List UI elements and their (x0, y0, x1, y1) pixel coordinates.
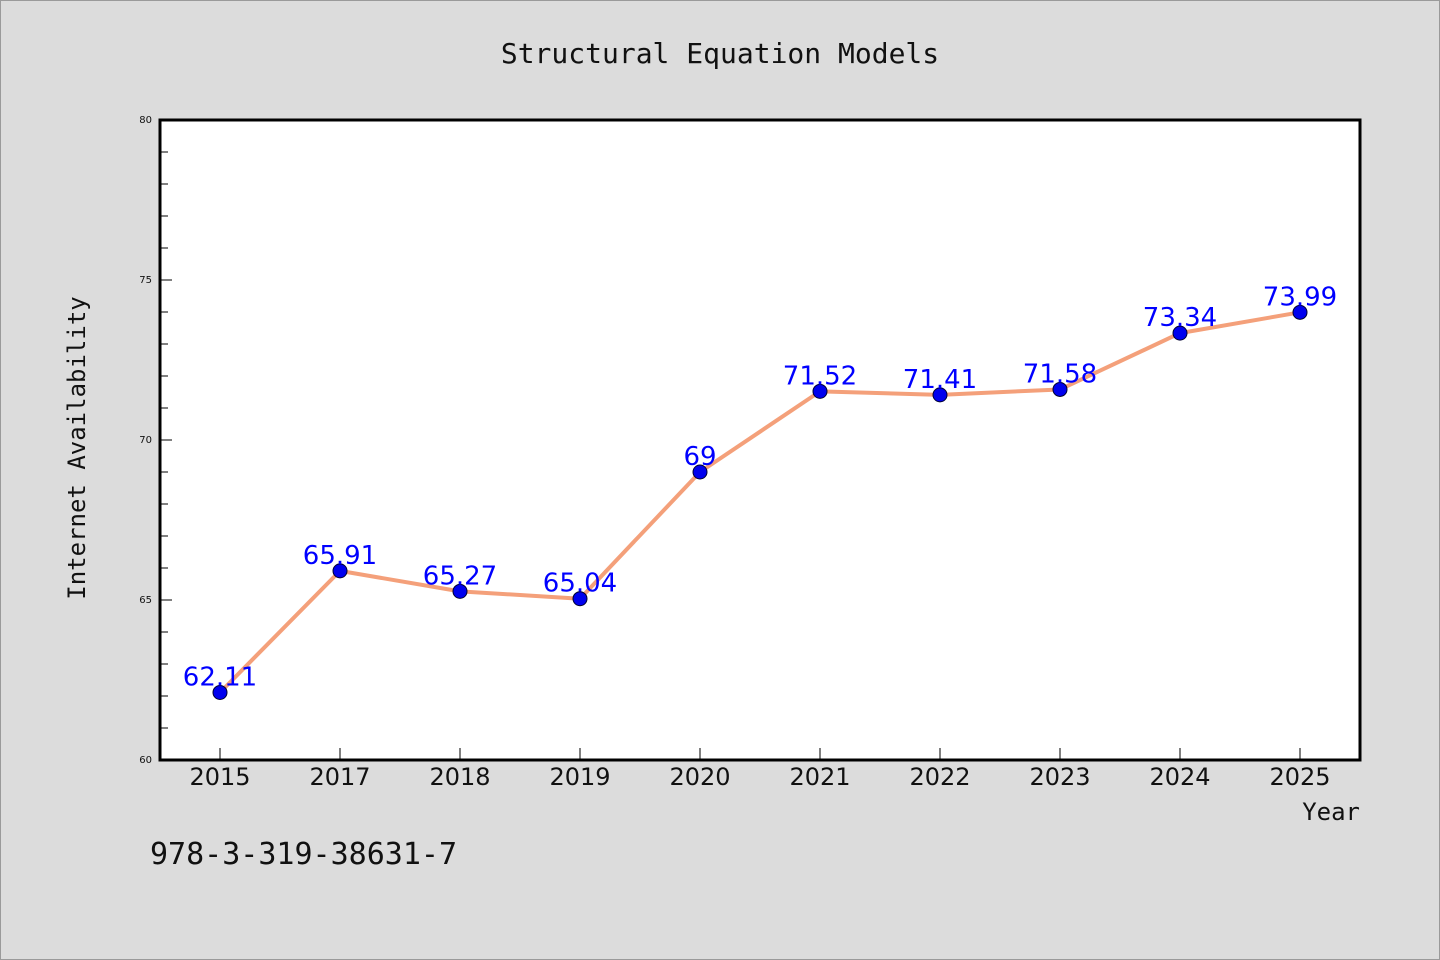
y-tick-label: 65 (139, 595, 152, 606)
x-tick-label: 2020 (669, 763, 730, 791)
x-tick-label: 2023 (1029, 763, 1090, 791)
data-label: 65.04 (543, 569, 617, 599)
y-axis-label: Internet Availability (63, 296, 91, 599)
x-tick-label: 2017 (309, 763, 370, 791)
x-tick-label: 2018 (429, 763, 490, 791)
y-tick-label: 80 (139, 115, 152, 126)
data-label: 65.27 (423, 561, 497, 591)
data-point (812, 383, 828, 399)
data-point (332, 563, 348, 579)
data-point (1292, 304, 1308, 320)
data-label: 71.52 (783, 361, 857, 391)
data-point (932, 387, 948, 403)
x-axis: 2015 2017 2018 2019 2020 2021 2022 2023 2024 2025 (189, 748, 1331, 791)
y-tick-label: 75 (139, 275, 152, 286)
x-tick-label: 2025 (1269, 763, 1330, 791)
x-axis-label: Year (1302, 798, 1360, 826)
plot-area (158, 118, 1362, 762)
data-series: 62.11 65.91 65.27 65.04 69 71.52 71.41 71.58 73.… (183, 282, 1337, 700)
data-point (572, 591, 588, 607)
isbn-text: 978-3-319-38631-7 (150, 837, 457, 872)
series-line (218, 310, 1301, 694)
data-point (1172, 325, 1188, 341)
chart-title: Structural Equation Models (501, 37, 939, 70)
data-label: 62.11 (183, 662, 257, 692)
y-tick-label: 70 (139, 435, 152, 446)
data-point (452, 583, 468, 599)
data-point (692, 464, 708, 480)
data-label: 71.41 (903, 365, 977, 395)
data-point (1052, 381, 1068, 397)
data-label: 65.91 (303, 541, 377, 571)
x-tick-label: 2024 (1149, 763, 1210, 791)
data-label: 69 (683, 442, 716, 472)
y-tick-label: 60 (139, 755, 152, 766)
data-point (212, 684, 228, 700)
x-tick-label: 2021 (789, 763, 850, 791)
data-label: 73.99 (1263, 282, 1337, 312)
x-tick-label: 2019 (549, 763, 610, 791)
data-label: 73.34 (1143, 303, 1217, 333)
y-axis: 60 65 70 75 80 (139, 115, 172, 766)
x-tick-label: 2015 (189, 763, 250, 791)
data-label: 71.58 (1023, 359, 1097, 389)
x-tick-label: 2022 (909, 763, 970, 791)
